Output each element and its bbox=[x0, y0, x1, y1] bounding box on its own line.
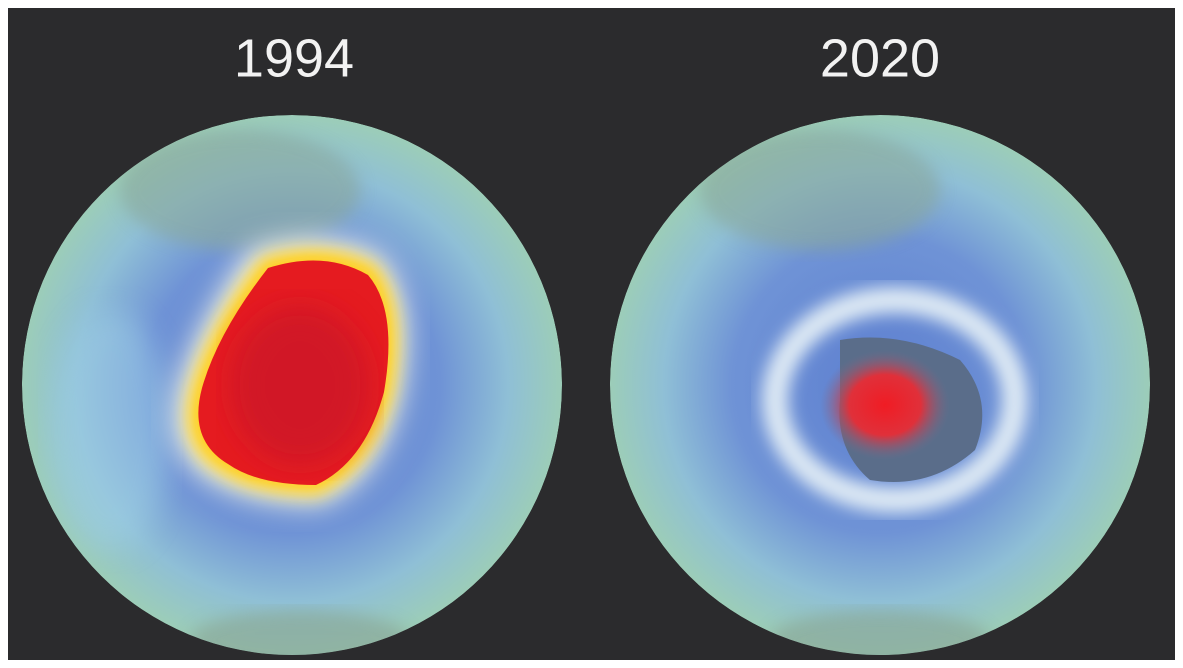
year-label: 2020 bbox=[820, 28, 940, 88]
globe-2020 bbox=[610, 115, 1150, 655]
year-label: 1994 bbox=[234, 28, 354, 88]
globe-1994 bbox=[22, 115, 562, 655]
